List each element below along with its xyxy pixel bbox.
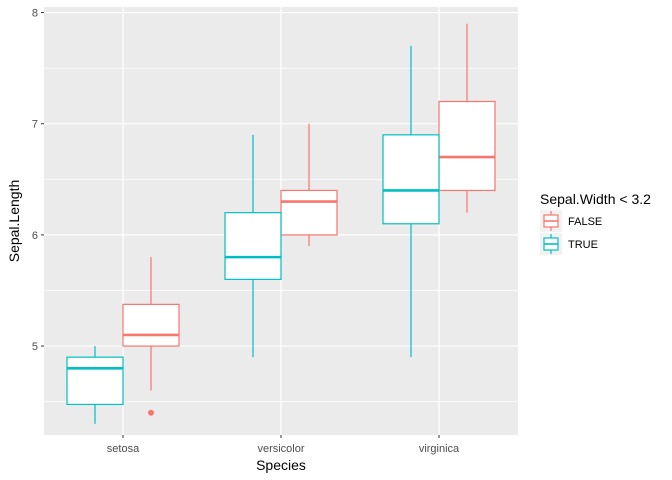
x-tick-label: versicolor: [257, 443, 304, 455]
legend-entry-true: TRUE: [540, 233, 598, 255]
box: [382, 134, 440, 225]
box: [280, 189, 338, 236]
legend-entries: FALSE TRUE: [540, 210, 602, 255]
x-axis-title: Species: [256, 457, 306, 473]
y-tick-label: 8: [32, 8, 38, 20]
x-tick-label: virginica: [419, 443, 460, 455]
legend: Sepal.Width < 3.2 FALSE TRUE: [540, 191, 651, 255]
legend-title: Sepal.Width < 3.2: [540, 191, 651, 207]
y-tick-label: 6: [32, 230, 38, 242]
legend-label: TRUE: [568, 239, 598, 251]
box-false-setosa: [122, 257, 180, 416]
y-tick-label: 5: [32, 341, 38, 353]
box-false-virginica: [438, 23, 496, 213]
box-true-versicolor: [224, 134, 282, 358]
box: [122, 303, 180, 347]
outlier-point: [148, 409, 154, 416]
box: [224, 212, 282, 280]
box-false-versicolor: [280, 123, 338, 247]
box-true-virginica: [382, 45, 440, 358]
box: [438, 100, 496, 192]
y-axis: 5 6 7 8: [32, 8, 44, 353]
box: [66, 356, 124, 406]
box-true-setosa: [66, 346, 124, 424]
x-tick-label: setosa: [107, 443, 140, 455]
x-axis: setosa versicolor virginica: [107, 435, 460, 455]
y-tick-label: 7: [32, 119, 38, 131]
box-layer: [66, 23, 496, 424]
legend-label: FALSE: [568, 216, 602, 228]
y-axis-title: Sepal.Length: [6, 180, 22, 263]
legend-entry-false: FALSE: [540, 210, 602, 232]
